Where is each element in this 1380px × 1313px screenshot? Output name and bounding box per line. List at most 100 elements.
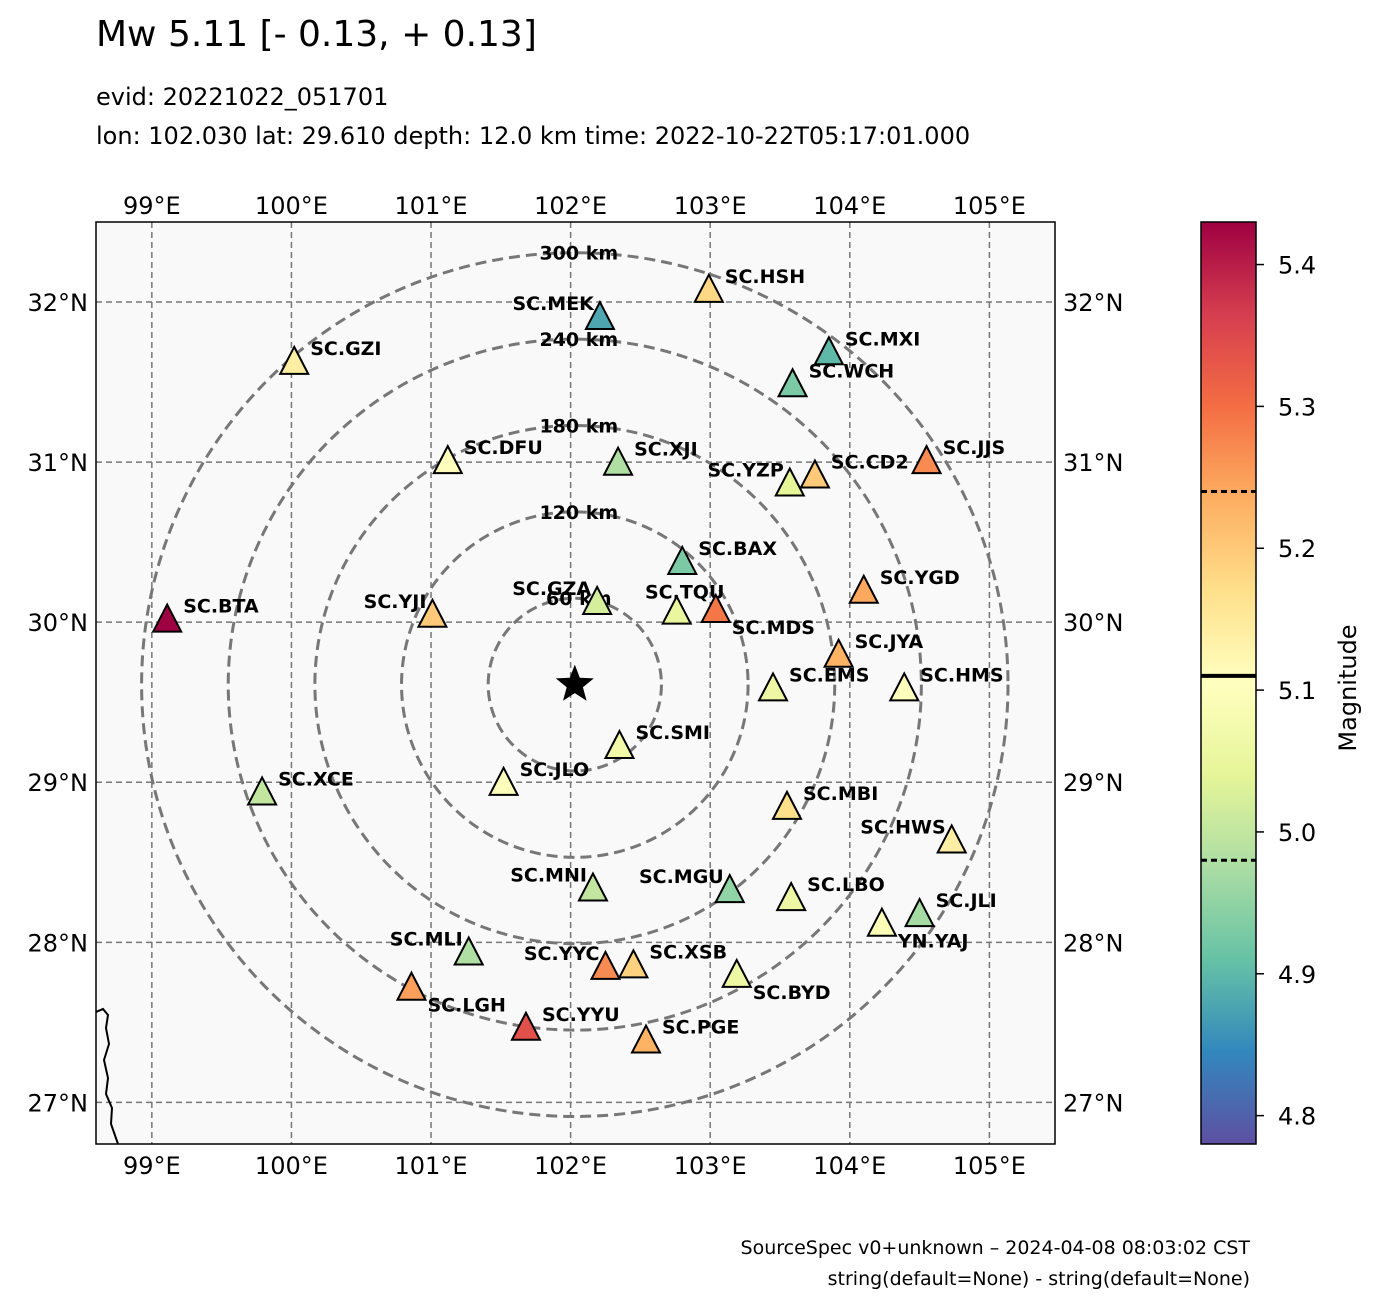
map-frame <box>95 221 1056 1145</box>
colorbar-tick-label: 5.4 <box>1278 252 1316 280</box>
station-label: SC.YYU <box>542 1004 620 1026</box>
footer-version: SourceSpec v0+unknown – 2024-04-08 08:03… <box>740 1237 1250 1259</box>
station-marker <box>487 765 520 796</box>
station-label: SC.WCH <box>809 360 895 382</box>
station-marker <box>775 880 807 912</box>
event-id-subtitle: evid: 20221022_051701 <box>96 83 389 111</box>
station-label: SC.YGD <box>880 567 960 589</box>
lon-tick-label-bottom: 100°E <box>255 1152 328 1180</box>
station-marker <box>661 594 693 625</box>
station-marker <box>714 872 746 904</box>
station-marker <box>602 445 634 476</box>
colorbar-tick-label: 4.9 <box>1278 961 1316 989</box>
station-label: SC.LBO <box>807 874 885 896</box>
station-label: SC.MNI <box>510 864 587 886</box>
station-marker <box>866 906 898 937</box>
colorbar-label: Magnitude <box>1334 624 1362 751</box>
station-label: SC.YJI <box>364 591 427 613</box>
distance-ring-label: 180 km <box>539 415 618 437</box>
distance-ring <box>226 337 923 1032</box>
station-marker <box>693 272 725 303</box>
coastline <box>96 1007 119 1144</box>
station-marker <box>822 637 855 668</box>
lon-tick-label-bottom: 103°E <box>674 1152 747 1180</box>
border-line <box>96 1007 119 1144</box>
footer-config: string(default=None) - string(default=No… <box>827 1268 1250 1290</box>
station-label: SC.CD2 <box>831 452 909 474</box>
station-marker <box>848 573 880 604</box>
grid-lines <box>96 222 1055 1144</box>
lat-tick-label-right: 27°N <box>1063 1089 1124 1117</box>
station-marker <box>776 367 809 398</box>
colorbar-tick-label: 5.2 <box>1278 535 1316 563</box>
station-label: SC.MDS <box>732 617 815 639</box>
colorbar-tick-label: 5.0 <box>1278 819 1316 847</box>
station-label: SC.MGU <box>639 866 724 888</box>
lon-tick-label-top: 102°E <box>534 192 607 220</box>
station-label: SC.JLI <box>936 890 997 912</box>
station-label: SC.MLI <box>390 929 463 951</box>
epicenter-star <box>555 664 594 701</box>
station-marker <box>630 1023 662 1054</box>
station-marker <box>910 443 943 475</box>
station-label: SC.BTA <box>183 596 259 618</box>
station-marker <box>581 584 613 615</box>
station-label: SC.SMI <box>635 722 710 744</box>
station-label: SC.YZP <box>707 460 783 482</box>
station-marker <box>813 335 845 366</box>
lon-tick-label-bottom: 104°E <box>813 1152 886 1180</box>
lat-tick-label-left: 31°N <box>28 449 89 477</box>
station-label: SC.GZI <box>310 338 381 360</box>
station-label: SC.YYC <box>524 943 600 965</box>
station-marker <box>617 948 650 979</box>
station-label: YN.YAJ <box>897 931 969 953</box>
station-marker <box>453 935 485 966</box>
station-label: SC.DFU <box>464 437 543 459</box>
station-label: SC.TQU <box>645 582 724 604</box>
station-label: SC.GZA <box>512 578 591 600</box>
lat-tick-label-right: 31°N <box>1063 449 1124 477</box>
chart-title: Mw 5.11 [- 0.13, + 0.13] <box>96 14 537 55</box>
lat-tick-label-left: 28°N <box>28 929 89 957</box>
lon-tick-label-top: 103°E <box>674 192 747 220</box>
station-label: SC.MBI <box>803 783 878 805</box>
lon-tick-label-bottom: 101°E <box>395 1152 468 1180</box>
station-label: SC.HWS <box>860 816 945 838</box>
station-marker <box>700 592 732 623</box>
lon-tick-label-bottom: 99°E <box>123 1152 181 1180</box>
station-label: SC.HMS <box>920 664 1003 686</box>
station-label: SC.JYA <box>855 631 924 653</box>
station-label: SC.HSH <box>725 266 805 288</box>
lat-tick-label-left: 27°N <box>28 1089 89 1117</box>
station-label: SC.XJI <box>634 439 698 461</box>
station-label: SC.XSB <box>649 941 727 963</box>
station-label: SC.LGH <box>427 995 505 1017</box>
station-label: SC.MXI <box>845 328 920 350</box>
lon-tick-label-top: 99°E <box>123 192 181 220</box>
station-marker <box>510 1010 542 1041</box>
distance-ring <box>313 423 837 946</box>
colorbar: 4.8 4.9 5.0 5.1 5.2 5.3 5.4 Magnitude <box>1200 221 1362 1145</box>
lon-tick-label-bottom: 102°E <box>534 1152 607 1180</box>
station-marker <box>395 970 428 1001</box>
colorbar-tick-label: 5.3 <box>1278 393 1316 421</box>
stations-layer: SC.BTA SC.GZI SC.DFU SC.MEK SC.HSH SC.MXI SC.W… <box>151 266 1005 1054</box>
distance-ring <box>486 596 663 773</box>
lat-tick-label-left: 32°N <box>28 289 89 317</box>
colorbar-tick-label: 5.1 <box>1278 677 1316 705</box>
station-marker <box>577 871 609 902</box>
station-label: SC.JLO <box>520 759 590 781</box>
station-label: SC.PGE <box>662 1017 739 1039</box>
lat-tick-label-right: 29°N <box>1063 769 1124 797</box>
colorbar-tick-label: 4.8 <box>1278 1103 1316 1131</box>
colorbar-gradient <box>1201 222 1256 1144</box>
station-label: SC.XCE <box>278 768 354 790</box>
distance-ring <box>400 510 750 859</box>
station-marker <box>903 896 936 928</box>
station-marker <box>246 775 278 806</box>
lat-tick-label-left: 30°N <box>28 609 89 637</box>
station-marker <box>888 671 920 702</box>
axis-ticks: 99°E 99°E 100°E 100°E 101°E 101°E 102°E 102°E 10… <box>28 192 1124 1180</box>
